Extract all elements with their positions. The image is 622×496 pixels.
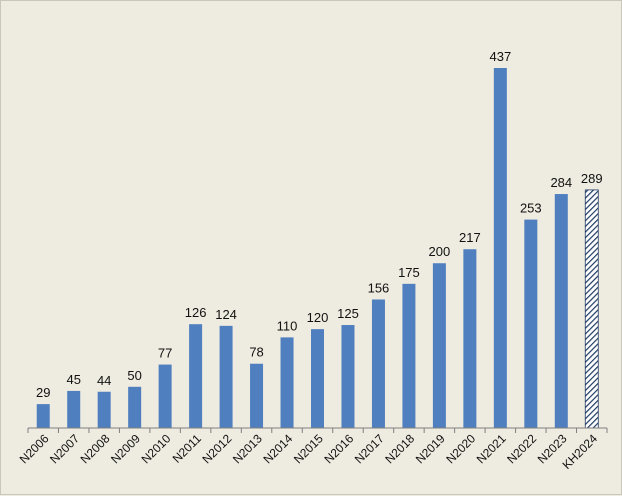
bar-n2022 xyxy=(524,219,538,428)
category-label-n2008: N2008 xyxy=(78,431,113,466)
value-label-n2009: 50 xyxy=(127,368,141,383)
bar-n2019 xyxy=(432,263,446,428)
value-label-n2023: 284 xyxy=(550,175,572,190)
bar-n2018 xyxy=(402,283,416,428)
category-label-n2019: N2019 xyxy=(413,431,448,466)
category-label-n2011: N2011 xyxy=(170,431,205,466)
category-label-n2009: N2009 xyxy=(108,431,143,466)
category-label-n2012: N2012 xyxy=(200,431,235,466)
bar-n2023 xyxy=(554,194,568,428)
bar-n2021 xyxy=(493,68,507,428)
category-label-n2018: N2018 xyxy=(382,431,417,466)
category-label-n2017: N2017 xyxy=(352,431,387,466)
category-label-n2006: N2006 xyxy=(17,431,52,466)
bar-n2016 xyxy=(341,325,355,428)
value-label-n2015: 120 xyxy=(307,310,329,325)
value-label-n2014: 110 xyxy=(277,318,298,333)
bar-n2010 xyxy=(158,364,172,428)
category-label-n2016: N2016 xyxy=(321,431,356,466)
category-label-n2022: N2022 xyxy=(504,431,539,466)
category-label-n2015: N2015 xyxy=(291,431,326,466)
bar-n2009 xyxy=(128,386,142,428)
bar-kh2024 xyxy=(584,189,599,429)
category-label-n2013: N2013 xyxy=(230,431,265,466)
value-label-kh2024: 289 xyxy=(581,171,603,186)
value-label-n2008: 44 xyxy=(97,373,111,388)
category-label-kh2024: KH2024 xyxy=(560,431,601,472)
category-label-n2007: N2007 xyxy=(47,431,82,466)
value-label-n2012: 124 xyxy=(215,307,237,322)
bar-n2014 xyxy=(280,337,294,428)
bar-n2008 xyxy=(97,391,111,428)
category-label-n2014: N2014 xyxy=(260,431,295,466)
value-label-n2016: 125 xyxy=(337,306,359,321)
category-label-n2020: N2020 xyxy=(443,431,478,466)
value-label-n2011: 126 xyxy=(185,305,207,320)
bar-n2013 xyxy=(250,363,264,428)
bar-n2017 xyxy=(371,299,385,428)
value-label-n2021: 437 xyxy=(489,49,511,64)
value-label-n2017: 156 xyxy=(368,280,390,295)
bar-n2007 xyxy=(67,390,81,428)
value-label-n2006: 29 xyxy=(36,385,50,400)
value-label-n2007: 45 xyxy=(66,372,80,387)
value-label-n2013: 78 xyxy=(249,345,263,360)
value-label-n2019: 200 xyxy=(429,244,451,259)
bar-n2020 xyxy=(463,249,477,428)
value-label-n2018: 175 xyxy=(398,265,420,280)
value-label-n2010: 77 xyxy=(158,346,172,361)
category-label-n2010: N2010 xyxy=(139,431,174,466)
bar-n2011 xyxy=(189,324,203,428)
value-label-n2022: 253 xyxy=(520,201,542,216)
category-label-n2021: N2021 xyxy=(474,431,509,466)
bar-n2015 xyxy=(311,329,324,428)
value-label-n2020: 217 xyxy=(459,230,481,245)
bar-n2006 xyxy=(36,404,50,428)
bar-n2012 xyxy=(219,325,233,428)
